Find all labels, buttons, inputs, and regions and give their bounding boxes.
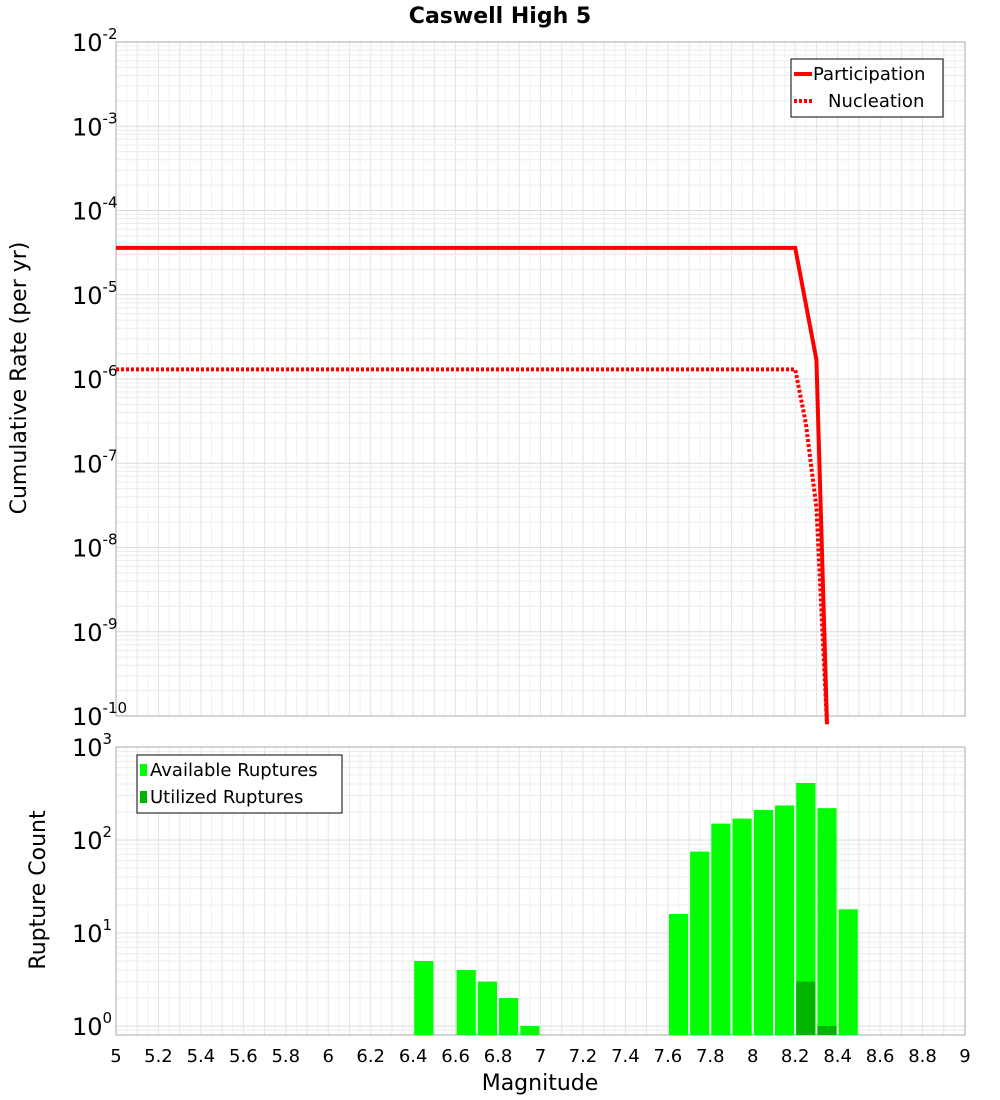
- legend-box: [790, 58, 944, 118]
- x-tick-label: 7.6: [654, 1046, 683, 1067]
- x-tick-label: 7.4: [611, 1046, 640, 1067]
- rupture-plot-frame: [115, 746, 966, 1036]
- y-tick-label: 103: [72, 730, 112, 762]
- legend-box: [136, 754, 343, 814]
- available-rupture-bar: [711, 823, 731, 1035]
- series-line-nucleation: [116, 367, 829, 725]
- y-tick-label: 10-7: [72, 446, 118, 478]
- y-tick-label: 10-4: [72, 194, 118, 226]
- magnitude-x-axis-label: Magnitude: [482, 1071, 599, 1096]
- y-tick-label: 101: [72, 916, 112, 948]
- rate-plot-frame: [115, 41, 966, 717]
- y-tick-label: 10-5: [72, 278, 118, 310]
- series-line-participation: [116, 245, 829, 725]
- available-rupture-bar: [690, 851, 710, 1035]
- available-rupture-bar: [732, 818, 752, 1035]
- available-rupture-bar: [796, 783, 816, 1035]
- available-rupture-bar: [775, 805, 795, 1035]
- rupture-count-panel: 100 101 102 103 5 5.2 5.4 5.6 5.8 6 6.2 6.4 6.6 6.8 7 7…: [72, 730, 971, 1067]
- rate-panel: 10-10 10-9 10-8 10-7 10-6 10-5 10-4 10-3 10-2 Par…: [72, 25, 966, 731]
- rate-legend: Participation Nucleation: [790, 58, 944, 118]
- x-tick-label: 5: [110, 1046, 121, 1067]
- x-tick-label: 6.6: [441, 1046, 470, 1067]
- legend-entry: Utilized Ruptures: [150, 787, 303, 808]
- available-rupture-bar: [817, 808, 837, 1035]
- x-tick-label: 5.4: [187, 1046, 216, 1067]
- legend-entry: Participation: [813, 64, 925, 85]
- utilized-rupture-bar: [796, 981, 816, 1035]
- x-tick-label: 5.6: [229, 1046, 258, 1067]
- rate-y-axis-label: Cumulative Rate (per yr): [7, 242, 32, 515]
- available-rupture-bar: [477, 981, 497, 1035]
- legend-entry: Available Ruptures: [150, 760, 318, 781]
- available-rupture-bar: [456, 970, 476, 1035]
- x-tick-label: 7.8: [696, 1046, 725, 1067]
- x-tick-label: 6.4: [399, 1046, 428, 1067]
- y-tick-label: 10-3: [72, 109, 118, 141]
- legend-entry: Nucleation: [828, 91, 924, 112]
- rupture-count-y-axis-label: Rupture Count: [26, 810, 51, 970]
- y-tick-label: 10-8: [72, 531, 118, 563]
- y-tick-label: 102: [72, 823, 112, 855]
- legend-swatch: [140, 791, 147, 803]
- x-tick-label: 8.4: [823, 1046, 852, 1067]
- legend-swatch: [140, 764, 147, 776]
- x-tick-label: 8: [747, 1046, 758, 1067]
- x-tick-label: 5.2: [144, 1046, 173, 1067]
- y-tick-label: 10-2: [72, 25, 118, 57]
- x-tick-label: 9: [959, 1046, 970, 1067]
- x-tick-label: 7: [535, 1046, 546, 1067]
- chart-title: Caswell High 5: [409, 4, 591, 29]
- x-tick-label: 7.2: [569, 1046, 598, 1067]
- y-tick-label: 10-10: [72, 699, 127, 731]
- x-tick-label: 6.8: [484, 1046, 513, 1067]
- x-tick-label: 8.8: [908, 1046, 937, 1067]
- available-rupture-bar: [668, 914, 689, 1035]
- available-rupture-bar: [499, 998, 519, 1035]
- x-tick-label: 8.6: [866, 1046, 895, 1067]
- available-rupture-bar: [414, 961, 434, 1035]
- x-tick-label: 6: [323, 1046, 334, 1067]
- utilized-rupture-bar: [817, 1026, 837, 1035]
- available-rupture-bar: [753, 810, 773, 1035]
- y-tick-label: 100: [72, 1009, 112, 1041]
- available-rupture-bar: [520, 1026, 540, 1035]
- x-tick-label: 5.8: [271, 1046, 300, 1067]
- x-tick-label: 6.2: [356, 1046, 385, 1067]
- rupture-legend: Available Ruptures Utilized Ruptures: [136, 754, 343, 814]
- y-tick-label: 10-9: [72, 615, 118, 647]
- available-rupture-bar: [838, 909, 858, 1035]
- y-tick-label: 10-6: [72, 362, 118, 394]
- x-tick-label: 8.2: [781, 1046, 810, 1067]
